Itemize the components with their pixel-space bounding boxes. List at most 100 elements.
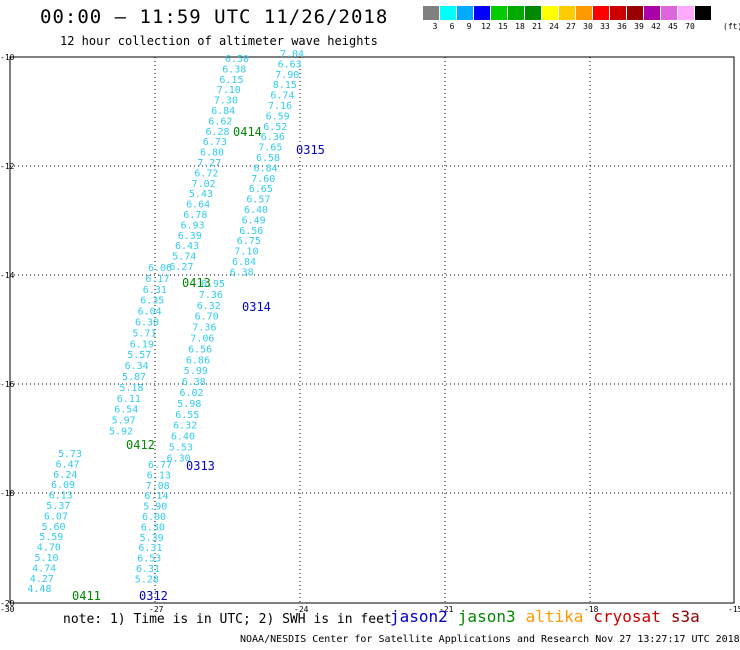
wave-height-value: 5.60 bbox=[42, 522, 66, 533]
wave-height-value: 6.54 bbox=[114, 405, 138, 416]
wave-height-value: 6.31 bbox=[143, 285, 167, 296]
wave-height-value: 6.17 bbox=[145, 274, 169, 285]
legend-swatch bbox=[678, 6, 695, 20]
wave-height-value: 6.27 bbox=[169, 262, 193, 273]
wave-height-value: 7.36 bbox=[192, 323, 216, 334]
wave-height-value: 5.18 bbox=[119, 383, 143, 394]
wave-height-value: 5.39 bbox=[140, 533, 164, 544]
satellite-pass: 6.066.176.316.356.046.305.716.195.576.34… bbox=[109, 263, 211, 438]
wave-height-value: 6.14 bbox=[144, 491, 168, 502]
pass-time-label: 0314 bbox=[242, 300, 271, 314]
wave-height-value: 6.47 bbox=[56, 459, 80, 470]
wave-height-value: 6.31 bbox=[138, 543, 162, 554]
wave-height-value: 6.31 bbox=[136, 564, 160, 575]
wave-height-value: 6.80 bbox=[200, 148, 224, 159]
wave-height-value: 6.32 bbox=[197, 301, 221, 312]
lat-tick-label: -12 bbox=[0, 162, 15, 171]
wave-height-value: 7.10 bbox=[217, 85, 241, 96]
wave-height-value: 6.77 bbox=[148, 460, 172, 471]
wave-height-value: 6.35 bbox=[140, 296, 164, 307]
wave-height-value: 6.84 bbox=[211, 106, 235, 117]
wave-height-value: 6.28 bbox=[206, 127, 230, 138]
wave-height-value: 7.02 bbox=[192, 179, 216, 190]
legend-label: 39 bbox=[634, 22, 644, 31]
wave-height-value: 7.04 bbox=[280, 49, 304, 60]
wave-height-value: 6.02 bbox=[180, 388, 204, 399]
satellite-name: altika bbox=[525, 607, 584, 626]
wave-height-value: 6.04 bbox=[138, 307, 162, 318]
wave-height-value: 6.50 bbox=[225, 54, 249, 65]
wave-height-value: 6.62 bbox=[208, 116, 232, 127]
pass-time-label: 0313 bbox=[186, 459, 215, 473]
wave-height-value: 5.92 bbox=[109, 427, 133, 438]
credit-line: NOAA/NESDIS Center for Satellite Applica… bbox=[240, 634, 740, 645]
legend-label: 15 bbox=[498, 22, 508, 31]
legend-swatch bbox=[457, 6, 474, 20]
wave-height-value: 6.13 bbox=[49, 491, 73, 502]
wave-height-value: 7.90 bbox=[275, 70, 299, 81]
legend-swatch bbox=[508, 6, 525, 20]
lon-tick-label: -27 bbox=[149, 605, 164, 614]
legend-swatch bbox=[491, 6, 508, 20]
wave-height-value: 7.27 bbox=[197, 158, 221, 169]
wave-height-value: 5.90 bbox=[143, 502, 167, 513]
satellite-pass: 5.736.476.246.096.135.376.075.605.594.70… bbox=[27, 438, 155, 595]
pass-time-label: 0413 bbox=[182, 276, 211, 290]
lon-tick-label: -15 bbox=[728, 605, 740, 614]
satellite-pass: 6.776.137.086.145.906.006.305.396.316.53… bbox=[135, 459, 215, 585]
legend-label: 6 bbox=[449, 22, 455, 31]
lat-tick-label: -14 bbox=[0, 271, 15, 280]
pass-time-label: 0412 bbox=[126, 438, 155, 452]
wave-height-value: 6.84 bbox=[254, 163, 278, 174]
pass-time-label: 0411 bbox=[72, 589, 101, 603]
pass-time-label: 0312 bbox=[139, 589, 168, 603]
wave-height-value: 6.84 bbox=[232, 257, 256, 268]
wave-height-value: 4.48 bbox=[27, 584, 51, 595]
wave-height-value: 6.30 bbox=[135, 318, 159, 329]
wave-height-value: 6.55 bbox=[175, 410, 199, 421]
tick-labels: -30 -27 -24 -21 -18 -15 -10 -12 -14 -16 -18 -20 bbox=[0, 53, 740, 614]
wave-height-value: 5.98 bbox=[177, 399, 201, 410]
legend-swatch bbox=[542, 6, 559, 20]
wave-height-value: 6.59 bbox=[266, 111, 290, 122]
legend-swatch bbox=[525, 6, 542, 20]
wave-height-value: 6.07 bbox=[44, 511, 68, 522]
legend-label: 36 bbox=[617, 22, 627, 31]
wave-height-value: 6.70 bbox=[195, 312, 219, 323]
legend-label: 30 bbox=[583, 22, 593, 31]
legend-swatch bbox=[423, 6, 440, 20]
wave-height-value: 4.70 bbox=[37, 543, 61, 554]
wave-height-value: 6.72 bbox=[194, 168, 218, 179]
wave-height-value: 5.73 bbox=[58, 449, 82, 460]
legend-label: 9 bbox=[466, 22, 472, 31]
legend-swatch bbox=[576, 6, 593, 20]
lon-tick-label: -18 bbox=[584, 605, 599, 614]
wave-height-value: 6.56 bbox=[239, 226, 263, 237]
satellite-name: s3a bbox=[670, 607, 700, 626]
wave-height-value: 7.08 bbox=[146, 481, 170, 492]
lon-tick-label: -21 bbox=[439, 605, 454, 614]
wave-height-value: 6.13 bbox=[147, 470, 171, 481]
wave-height-value: 8.15 bbox=[273, 80, 297, 91]
wave-height-value: 6.53 bbox=[137, 554, 161, 565]
wave-height-value: 6.64 bbox=[186, 200, 210, 211]
footnote: note: 1) Time is in UTC; 2) SWH is in fe… bbox=[63, 612, 392, 627]
wave-height-value: 7.06 bbox=[190, 334, 214, 345]
wave-height-value: 5.10 bbox=[35, 553, 59, 564]
wave-height-value: 6.38 bbox=[182, 377, 206, 388]
legend-label: 27 bbox=[566, 22, 576, 31]
legend-swatch bbox=[593, 6, 610, 20]
pass-time-label: 0315 bbox=[296, 143, 325, 157]
satellite-name: jason2 bbox=[390, 607, 448, 626]
wave-height-value: 6.40 bbox=[171, 432, 195, 443]
wave-height-value: 6.58 bbox=[256, 153, 280, 164]
wave-height-value: 6.43 bbox=[175, 241, 199, 252]
wave-height-value: 6.63 bbox=[278, 59, 302, 70]
lat-tick-label: -10 bbox=[0, 53, 15, 62]
wave-height-value: 6.78 bbox=[183, 210, 207, 221]
wave-height-value: 6.32 bbox=[173, 421, 197, 432]
wave-height-value: 6.09 bbox=[51, 480, 75, 491]
map-subtitle: 12 hour collection of altimeter wave hei… bbox=[60, 34, 378, 48]
satellite-name: cryosat bbox=[593, 607, 661, 626]
satellite-key: jason2 jason3 altika cryosat s3a bbox=[390, 607, 710, 626]
